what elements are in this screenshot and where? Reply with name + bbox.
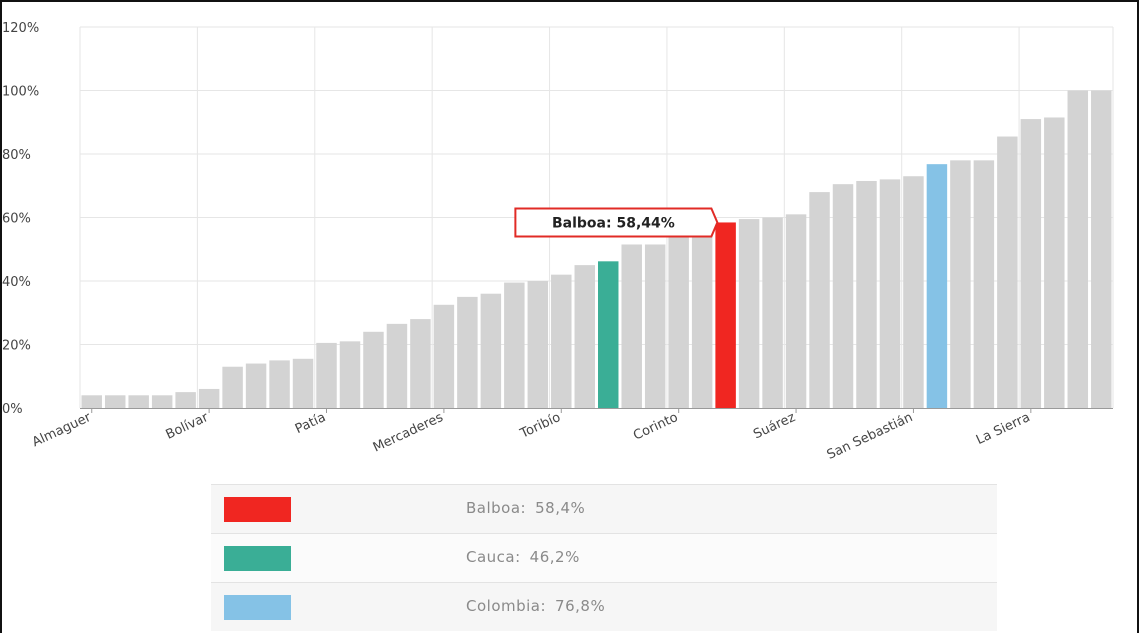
bar[interactable]	[198, 388, 220, 408]
bar[interactable]	[832, 184, 854, 408]
legend-swatch	[224, 546, 291, 571]
y-tick-label: 80%	[2, 148, 31, 163]
bar[interactable]	[175, 392, 196, 408]
bar[interactable]	[1020, 119, 1042, 408]
bar[interactable]	[973, 160, 995, 408]
bar[interactable]	[104, 395, 126, 408]
bar[interactable]	[879, 179, 901, 408]
y-tick-label: 120%	[2, 21, 39, 36]
legend-item-balboa[interactable]: Balboa: 58,4%	[211, 484, 997, 533]
x-tick-label: La Sierra	[974, 410, 1033, 448]
bar[interactable]	[504, 282, 525, 408]
bar[interactable]	[785, 214, 807, 408]
bar[interactable]	[527, 281, 549, 408]
bar[interactable]	[738, 219, 760, 408]
bar[interactable]	[433, 304, 455, 408]
legend-label: Colombia:	[466, 597, 547, 615]
bar[interactable]	[856, 180, 877, 408]
y-tick-label: 40%	[2, 275, 31, 290]
bar[interactable]	[316, 342, 337, 408]
bar[interactable]	[903, 176, 924, 408]
bar[interactable]	[621, 244, 642, 408]
bar[interactable]	[574, 265, 595, 408]
bar[interactable]	[551, 274, 572, 408]
bar[interactable]	[410, 319, 431, 408]
bar[interactable]	[762, 217, 783, 409]
x-tick-label: San Sebastián	[825, 410, 915, 463]
bar[interactable]	[292, 358, 314, 408]
bar[interactable]	[457, 296, 478, 408]
bar[interactable]	[151, 395, 173, 408]
y-tick-label: 60%	[2, 212, 31, 227]
x-tick-label: Almaguer	[30, 410, 94, 450]
bar[interactable]	[222, 366, 243, 408]
bar[interactable]	[950, 160, 971, 408]
legend-label: Cauca:	[466, 548, 521, 566]
y-tick-label: 0%	[2, 402, 23, 417]
y-tick-label: 20%	[2, 339, 31, 354]
bar[interactable]	[644, 244, 666, 408]
legend: Balboa: 58,4% Cauca: 46,2% Colombia: 76,8%	[211, 484, 997, 631]
bar[interactable]	[926, 164, 948, 408]
legend-swatch	[224, 595, 291, 620]
x-tick-label: Bolívar	[164, 410, 212, 443]
bar[interactable]	[809, 192, 830, 408]
legend-value: 46,2%	[529, 548, 580, 566]
bar[interactable]	[386, 323, 408, 408]
x-tick-label: Mercaderes	[371, 410, 446, 456]
legend-value: 58,4%	[535, 499, 586, 517]
bar[interactable]	[81, 395, 102, 408]
x-tick-label: Suárez	[751, 410, 798, 442]
bar[interactable]	[363, 331, 384, 408]
bar[interactable]	[245, 363, 267, 408]
bar[interactable]	[269, 360, 290, 408]
legend-item-cauca[interactable]: Cauca: 46,2%	[211, 533, 997, 582]
bar[interactable]	[1091, 90, 1112, 409]
bar[interactable]	[1044, 117, 1065, 409]
bar[interactable]	[339, 341, 361, 408]
bar[interactable]	[668, 236, 689, 408]
bar[interactable]	[480, 293, 502, 408]
legend-swatch	[224, 497, 291, 522]
bar[interactable]	[1067, 90, 1089, 409]
bar-chart: 0% 20% 40% 60% 80% 100% 120% Almaguer Bolívar Pat…	[2, 21, 1114, 463]
y-tick-label: 100%	[2, 85, 39, 100]
bar[interactable]	[715, 222, 736, 408]
legend-value: 76,8%	[555, 597, 606, 615]
x-tick-label: Corinto	[631, 410, 680, 444]
bar[interactable]	[128, 395, 149, 408]
tooltip-box	[514, 207, 719, 238]
x-tick-label: Patía	[293, 410, 328, 437]
bar[interactable]	[598, 261, 619, 408]
bar[interactable]	[691, 233, 713, 408]
tooltip-text: Balboa: 58,44%	[552, 215, 675, 231]
legend-label: Balboa:	[466, 499, 527, 517]
bar[interactable]	[997, 136, 1018, 408]
legend-item-colombia[interactable]: Colombia: 76,8%	[211, 582, 997, 631]
x-tick-label: Toribío	[517, 410, 563, 442]
